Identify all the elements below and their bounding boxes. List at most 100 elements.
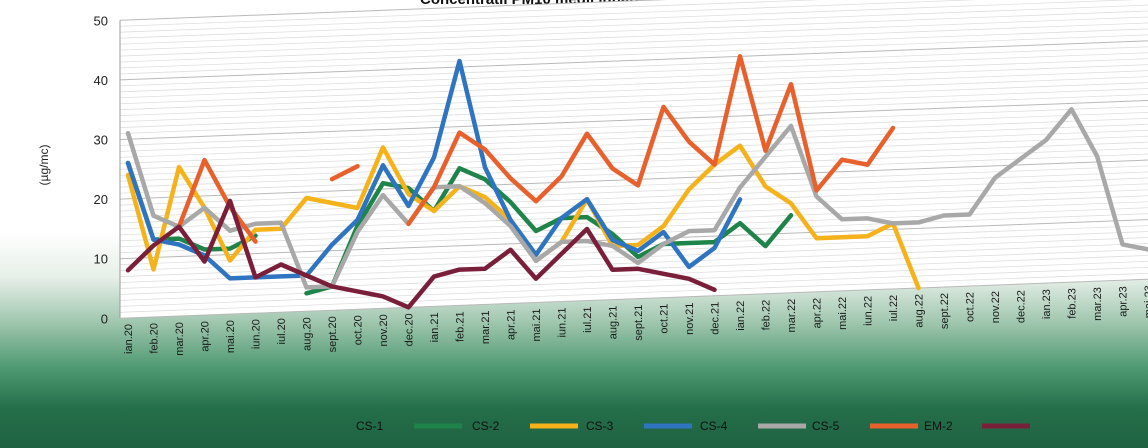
gridline-minor: [119, 52, 1148, 93]
x-tick-label: aug.20: [302, 317, 314, 351]
gridline-minor: [119, 0, 822, 27]
gridline-minor: [119, 135, 1148, 176]
x-tick-label: feb.21: [455, 311, 467, 342]
gridline-minor: [119, 58, 1148, 99]
legend-label: EM-2: [924, 419, 953, 433]
x-tick-label: iul.21: [582, 307, 594, 333]
gridline-minor: [119, 266, 1148, 307]
x-tick-label: apr.21: [506, 309, 518, 340]
x-tick-label: ian.20: [123, 324, 135, 354]
gridline-minor: [119, 106, 1148, 146]
gridline-minor: [119, 70, 1148, 111]
x-tick-label: ian.22: [735, 301, 747, 331]
gridline-minor: [119, 272, 1148, 313]
gridline-minor: [119, 189, 1148, 230]
x-tick-label: iul.20: [276, 318, 288, 344]
x-tick-label: iul.22: [888, 295, 900, 321]
x-tick-label: nov.20: [378, 314, 390, 346]
gridline-minor: [119, 207, 1148, 248]
gridline-minor: [119, 76, 1148, 117]
x-tick-label: nov.21: [684, 303, 696, 335]
x-tick-label: mai.20: [225, 320, 237, 353]
x-tick-label: dec.22: [1016, 290, 1028, 323]
series-line-cs-5: [176, 157, 258, 244]
x-tick-label: feb.22: [761, 300, 773, 331]
gridline-minor: [119, 141, 1148, 182]
series-line-em-2: [125, 198, 717, 310]
gridline-major: [119, 99, 1148, 141]
gridline-minor: [119, 10, 1148, 51]
gridline-minor: [119, 171, 1148, 212]
gridline-minor: [119, 34, 1148, 75]
gridline-minor: [119, 177, 1148, 218]
x-tick-label: dec.21: [710, 302, 722, 335]
x-tick-label: oct.22: [965, 292, 977, 322]
x-tick-label: iun.20: [251, 319, 263, 349]
x-tick-label: mai.22: [837, 297, 849, 330]
legend-label: CS-1: [356, 419, 384, 433]
gridline-minor: [119, 129, 1148, 170]
gridline-minor: [119, 4, 1148, 45]
y-tick-label: 50: [94, 13, 108, 28]
legend-label: CS-2: [472, 419, 500, 433]
x-tick-label: sept.22: [939, 293, 951, 329]
gridline-minor: [119, 82, 1148, 123]
series-line-cs-1: [304, 166, 794, 296]
x-tick-label: mar.22: [786, 299, 798, 333]
x-tick-label: aug.22: [914, 294, 926, 328]
x-tick-label: dec.20: [404, 313, 416, 346]
gridline-minor: [119, 117, 1148, 158]
x-tick-label: nov.22: [990, 291, 1002, 323]
x-tick-label: feb.23: [1067, 288, 1079, 319]
legend-label: CS-4: [700, 419, 728, 433]
gridline-minor: [119, 165, 1148, 206]
x-tick-label: ian.21: [429, 312, 441, 342]
gridline-minor: [119, 260, 1148, 301]
y-tick-label: 40: [94, 73, 108, 88]
x-tick-label: mar.23: [1092, 287, 1104, 321]
x-tick-label: oct.20: [353, 315, 365, 345]
y-axis-title: (µg/mc): [37, 145, 51, 186]
plot-area: [120, 0, 1148, 319]
x-tick-label: mar.20: [174, 322, 186, 356]
x-tick-label: mai.21: [531, 308, 543, 341]
gridline-minor: [119, 123, 1148, 164]
gridline-minor: [119, 201, 1148, 242]
gridline-minor: [119, 88, 1148, 128]
gridline-minor: [119, 64, 1148, 105]
gridline-minor: [119, 147, 1148, 188]
gridline-minor: [119, 94, 1148, 134]
legend-label: CS-5: [812, 419, 840, 433]
gridline-minor: [119, 153, 1148, 194]
y-tick-label: 10: [94, 252, 108, 267]
gridline-minor: [119, 22, 1148, 63]
series-line-cs-4: [125, 107, 1148, 290]
gridline-minor: [119, 111, 1148, 152]
gridline-minor: [119, 0, 1136, 39]
gridline-minor: [119, 46, 1148, 87]
chart-title: Concentratii PM10 medii lunare: [420, 0, 643, 8]
gridline-major: [119, 159, 1148, 200]
x-tick-label: ian.23: [1041, 289, 1053, 319]
x-tick-label: oct.21: [659, 304, 671, 334]
x-tick-label: apr.20: [200, 321, 212, 352]
x-tick-label: sept.20: [327, 316, 339, 352]
gridline-minor: [119, 28, 1148, 69]
y-tick-label: 0: [101, 311, 108, 326]
x-tick-label: mai.23: [1143, 285, 1148, 318]
x-tick-label: apr.22: [812, 298, 824, 329]
legend-label: CS-3: [586, 419, 614, 433]
x-tick-label: feb.20: [149, 323, 161, 354]
series-line-cs-3: [125, 58, 743, 281]
gridline-minor: [119, 0, 979, 33]
gridline-minor: [119, 16, 1148, 57]
gridline-major: [119, 0, 668, 21]
y-tick-label: 20: [94, 192, 108, 207]
series-line-cs-5: [329, 163, 360, 182]
x-tick-label: iun.21: [557, 308, 569, 338]
gridline-major: [119, 278, 1148, 319]
gridline-minor: [119, 255, 1148, 295]
x-tick-label: apr.23: [1118, 286, 1130, 317]
